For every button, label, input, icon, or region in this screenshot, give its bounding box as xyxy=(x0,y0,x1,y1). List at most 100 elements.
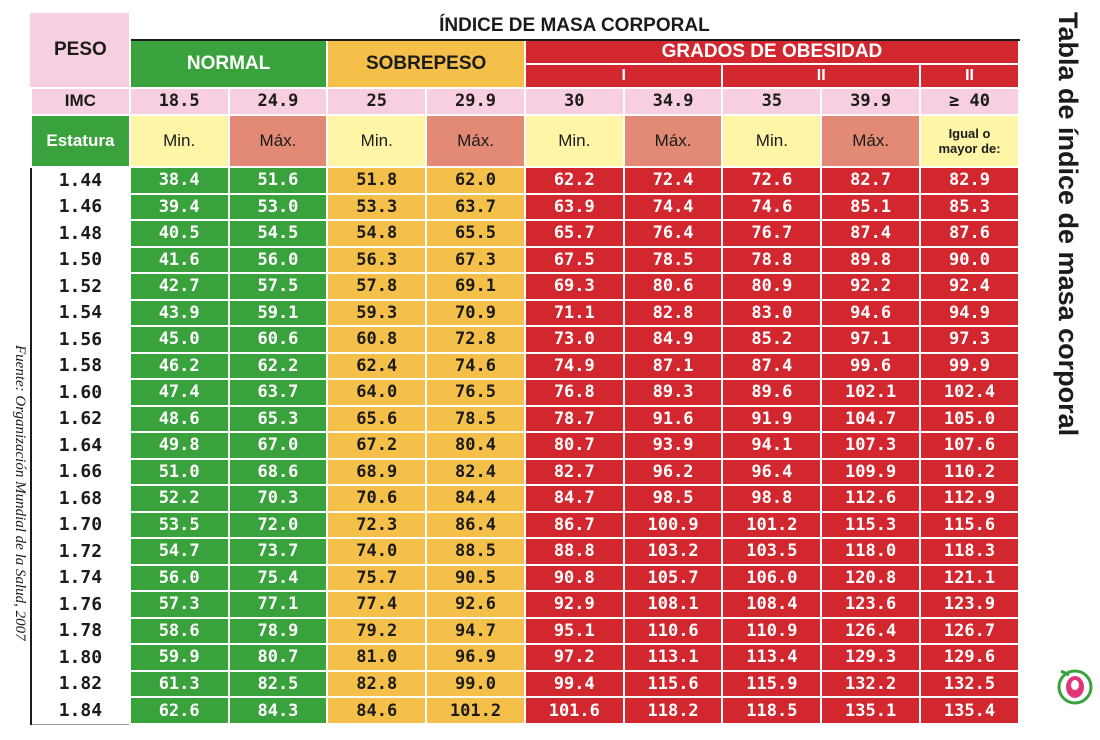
side-title: Tabla de índice de masa corporal xyxy=(1043,12,1083,452)
weight-cell: 84.6 xyxy=(326,696,428,725)
estatura-cell: 1.44 xyxy=(30,166,131,195)
weight-cell: 72.3 xyxy=(326,510,428,540)
estatura-cell: 1.54 xyxy=(30,298,131,327)
table-row: 1.58 46.2 62.2 62.4 74.6 74.9 87.1 87.4 99.6 99.9 xyxy=(30,351,1020,381)
weight-cell: 46.2 xyxy=(128,351,230,381)
weight-cell: 102.1 xyxy=(820,378,922,407)
weight-cell: 77.4 xyxy=(326,590,428,619)
weight-cell: 118.3 xyxy=(919,537,1020,566)
weight-cell: 49.8 xyxy=(128,431,230,460)
weight-cell: 132.2 xyxy=(820,669,922,699)
main-title: ÍNDICE DE MASA CORPORAL xyxy=(128,10,1021,42)
weight-cell: 112.6 xyxy=(820,484,922,513)
estatura-cell: 1.74 xyxy=(30,563,131,592)
weight-cell: 95.1 xyxy=(523,616,625,646)
estatura-cell: 1.68 xyxy=(30,484,131,513)
table-row: 1.48 40.5 54.5 54.8 65.5 65.7 76.4 76.7 87.4 87.6 xyxy=(30,219,1020,248)
weight-cell: 80.6 xyxy=(622,272,724,301)
estatura-cell: 1.72 xyxy=(30,537,131,566)
weight-cell: 85.1 xyxy=(820,192,922,222)
weight-cell: 74.9 xyxy=(523,351,625,381)
weight-cell: 132.5 xyxy=(919,669,1020,699)
imc-value: 34.9 xyxy=(622,86,724,116)
estatura-cell: 1.80 xyxy=(30,643,131,672)
source-note: Fuente: Organización Mundial de la Salud… xyxy=(4,345,28,725)
weight-cell: 75.4 xyxy=(227,563,329,593)
weight-cell: 110.6 xyxy=(622,616,724,646)
weight-cell: 76.8 xyxy=(523,378,625,407)
imc-value: 29.9 xyxy=(425,86,526,116)
weight-cell: 104.7 xyxy=(820,404,922,434)
table-row: 1.64 49.8 67.0 67.2 80.4 80.7 93.9 94.1 107.3 107… xyxy=(30,431,1020,460)
weight-cell: 75.7 xyxy=(326,563,428,593)
weight-cell: 84.9 xyxy=(622,325,724,354)
weight-cell: 107.6 xyxy=(919,431,1020,460)
weight-cell: 43.9 xyxy=(128,298,230,328)
weight-cell: 62.0 xyxy=(425,166,526,195)
weight-cell: 65.7 xyxy=(523,219,625,248)
weight-cell: 56.0 xyxy=(227,245,329,275)
weight-cell: 70.9 xyxy=(425,298,526,328)
weight-cell: 92.9 xyxy=(523,590,625,619)
table-row: 1.80 59.9 80.7 81.0 96.9 97.2 113.1 113.4 129.3 1… xyxy=(30,643,1020,672)
weight-cell: 90.8 xyxy=(523,563,625,593)
estatura-cell: 1.48 xyxy=(30,219,131,248)
weight-cell: 96.2 xyxy=(622,457,724,487)
weight-cell: 39.4 xyxy=(128,192,230,222)
weight-cell: 113.4 xyxy=(721,643,823,672)
weight-cell: 84.4 xyxy=(425,484,526,513)
weight-cell: 68.9 xyxy=(326,457,428,487)
minmax-row: Estatura Min. Máx. Min. Máx. Min. Máx. M… xyxy=(30,113,1020,169)
weight-cell: 76.4 xyxy=(622,219,724,248)
weight-cell: 65.3 xyxy=(227,404,329,434)
weight-cell: 72.0 xyxy=(227,510,329,540)
table-row: 1.76 57.3 77.1 77.4 92.6 92.9 108.1 108.4 123.6 1… xyxy=(30,590,1020,619)
weight-cell: 105.0 xyxy=(919,404,1020,434)
imc-value: 35 xyxy=(721,86,823,116)
weight-cell: 76.7 xyxy=(721,219,823,248)
estatura-cell: 1.66 xyxy=(30,457,131,486)
estatura-cell: 1.70 xyxy=(30,510,131,539)
weight-cell: 62.6 xyxy=(128,696,230,725)
weight-cell: 89.8 xyxy=(820,245,922,275)
weight-cell: 126.7 xyxy=(919,616,1020,646)
table-row: 1.72 54.7 73.7 74.0 88.5 88.8 103.2 103.5 118.0 1… xyxy=(30,537,1020,566)
weight-cell: 98.8 xyxy=(721,484,823,513)
weight-cell: 105.7 xyxy=(622,563,724,593)
weight-cell: 81.0 xyxy=(326,643,428,672)
weight-cell: 115.9 xyxy=(721,669,823,699)
weight-cell: 56.0 xyxy=(128,563,230,593)
peso-header: PESO xyxy=(30,11,131,89)
weight-cell: 54.7 xyxy=(128,537,230,566)
estatura-cell: 1.64 xyxy=(30,431,131,460)
table-row: 1.70 53.5 72.0 72.3 86.4 86.7 100.9 101.2 115.3 1… xyxy=(30,510,1020,540)
weight-cell: 94.6 xyxy=(820,298,922,328)
weight-cell: 84.7 xyxy=(523,484,625,513)
weight-cell: 87.1 xyxy=(622,351,724,381)
weight-cell: 115.6 xyxy=(622,669,724,699)
weight-cell: 60.6 xyxy=(227,325,329,354)
weight-cell: 107.3 xyxy=(820,431,922,460)
weight-cell: 113.1 xyxy=(622,643,724,672)
weight-cell: 40.5 xyxy=(128,219,230,248)
weight-cell: 99.9 xyxy=(919,351,1020,381)
weight-cell: 112.9 xyxy=(919,484,1020,513)
sobrepeso-header: SOBREPESO xyxy=(326,39,526,89)
max-header: Máx. xyxy=(820,113,922,169)
weight-cell: 51.6 xyxy=(227,166,329,195)
table-row: 1.46 39.4 53.0 53.3 63.7 63.9 74.4 74.6 85.1 85.3 xyxy=(30,192,1020,222)
weight-cell: 71.1 xyxy=(523,298,625,328)
weight-cell: 53.5 xyxy=(128,510,230,540)
weight-cell: 96.4 xyxy=(721,457,823,487)
weight-cell: 101.6 xyxy=(523,696,625,725)
estatura-cell: 1.60 xyxy=(30,378,131,407)
weight-cell: 70.6 xyxy=(326,484,428,513)
table-row: 1.62 48.6 65.3 65.6 78.5 78.7 91.6 91.9 104.7 105… xyxy=(30,404,1020,434)
weight-cell: 123.6 xyxy=(820,590,922,619)
weight-cell: 51.8 xyxy=(326,166,428,195)
estatura-header: Estatura xyxy=(30,113,131,169)
weight-cell: 78.5 xyxy=(425,404,526,434)
weight-cell: 129.3 xyxy=(820,643,922,672)
weight-cell: 91.9 xyxy=(721,404,823,434)
weight-cell: 72.8 xyxy=(425,325,526,354)
